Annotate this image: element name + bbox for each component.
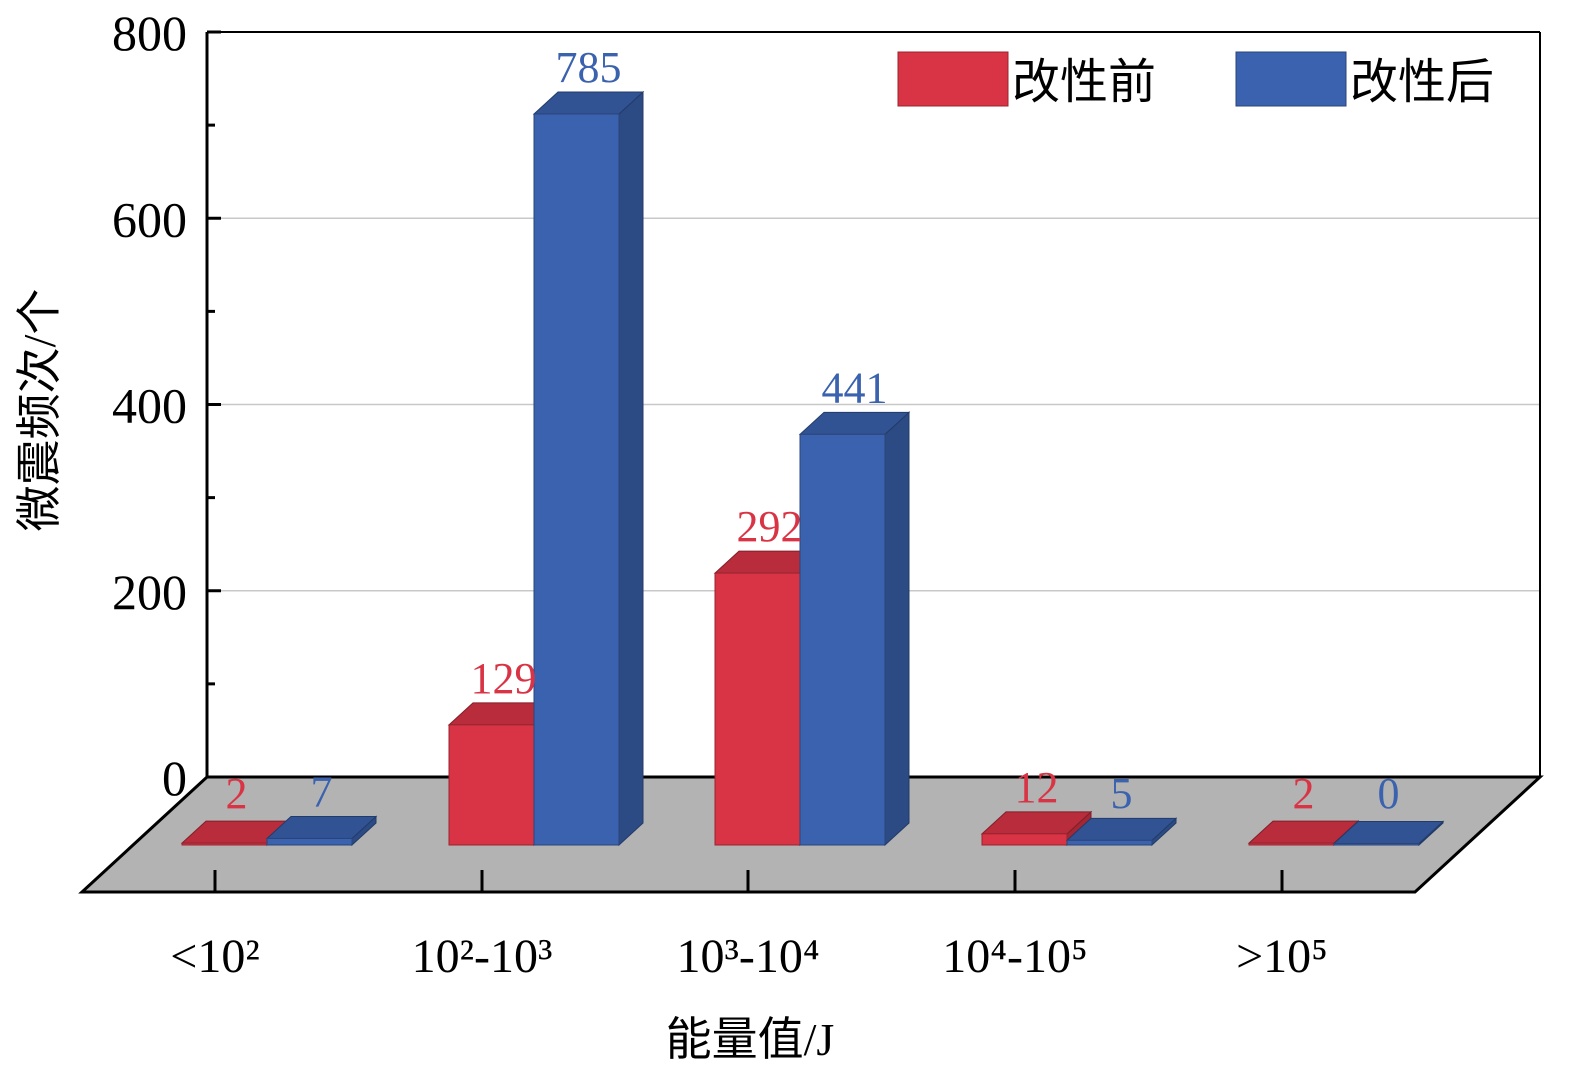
legend-swatch	[1235, 51, 1347, 107]
x-tick-label: >10⁵	[1236, 930, 1328, 983]
x-axis-title: 能量值/J	[666, 1014, 835, 1065]
data-label: 0	[1378, 769, 1400, 818]
axes: 0 200 400 600 800 <10² 10²-10³ 10³-10⁴ 10⁴-10⁵ >1…	[112, 5, 1541, 983]
y-axis-title: 微震频次/个	[14, 289, 65, 532]
bar-side	[884, 411, 910, 847]
data-label: 2	[226, 769, 248, 818]
bars	[180, 90, 1445, 847]
bar-front	[266, 837, 353, 846]
data-label: 292	[737, 502, 803, 551]
x-tick-label: 10²-10³	[412, 930, 553, 983]
y-tick-label: 0	[162, 750, 187, 806]
data-label: 2	[1293, 769, 1315, 818]
x-tick-label: <10²	[170, 930, 259, 983]
y-tick-label: 600	[112, 191, 187, 247]
x-tick-label: 10³-10⁴	[676, 930, 819, 983]
legend: 改性前 改性后	[897, 51, 1494, 109]
data-label: 12	[1015, 763, 1059, 812]
bar-front	[1248, 842, 1335, 846]
bar-front	[448, 724, 535, 846]
data-label: 5	[1111, 769, 1133, 818]
bar-front	[799, 433, 886, 846]
y-tick-label: 400	[112, 378, 187, 434]
data-labels: 2 7 129 785 292 441 12 5 2 0	[226, 43, 1400, 818]
legend-label: 改性前	[1012, 56, 1156, 109]
x-tick-label: 10⁴-10⁵	[942, 930, 1087, 983]
legend-label: 改性后	[1350, 56, 1494, 109]
bar-front	[714, 572, 801, 846]
data-label: 7	[311, 767, 333, 816]
bar-front	[1333, 843, 1420, 846]
y-tick-label: 200	[112, 564, 187, 620]
data-label: 441	[822, 363, 888, 412]
legend-swatch	[897, 51, 1009, 107]
data-label: 785	[556, 43, 622, 92]
data-label: 129	[471, 654, 537, 703]
bar-front	[181, 842, 268, 846]
y-tick-label: 800	[112, 5, 187, 61]
bar-front	[533, 113, 620, 846]
bar-front	[981, 833, 1068, 846]
bar-side	[618, 90, 644, 847]
bar-front	[1066, 839, 1153, 846]
